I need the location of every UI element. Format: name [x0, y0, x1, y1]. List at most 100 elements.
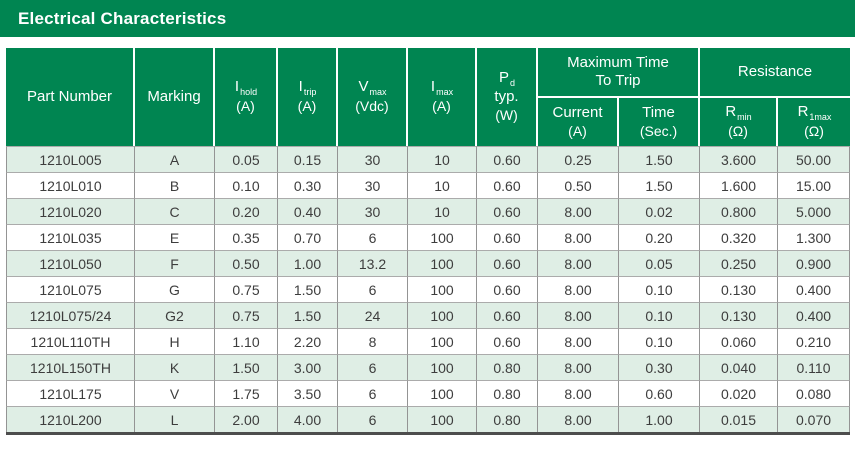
- table-cell: 1.00: [619, 406, 700, 432]
- table-cell: 0.400: [778, 276, 851, 302]
- table-cell: F: [135, 250, 215, 276]
- time-unit: (Sec.): [639, 122, 678, 139]
- i-hold-unit: (A): [236, 98, 255, 114]
- table-cell: 0.800: [700, 198, 778, 224]
- subscript: max: [369, 87, 387, 97]
- table-cell: 0.75: [215, 276, 278, 302]
- table-cell: 8.00: [538, 406, 619, 432]
- table-cell: 100: [408, 250, 477, 276]
- table-cell: 100: [408, 328, 477, 354]
- table-cell: 0.50: [538, 172, 619, 198]
- table-cell: 3.600: [700, 146, 778, 172]
- table-cell: 6: [338, 406, 408, 432]
- table-cell: 30: [338, 198, 408, 224]
- table-cell: 0.35: [215, 224, 278, 250]
- table-cell: K: [135, 354, 215, 380]
- i-max-symbol: Imax: [430, 78, 454, 97]
- table-cell: 0.25: [538, 146, 619, 172]
- table-cell: A: [135, 146, 215, 172]
- table-cell: 0.70: [278, 224, 338, 250]
- table-cell: 100: [408, 224, 477, 250]
- table-cell: 1.50: [619, 146, 700, 172]
- table-cell: 8.00: [538, 354, 619, 380]
- col-header-i-max: Imax (A): [408, 48, 477, 146]
- section-title-bar: Electrical Characteristics: [0, 0, 855, 37]
- table-cell: 1.300: [778, 224, 851, 250]
- table-cell: 0.20: [215, 198, 278, 224]
- table-cell: B: [135, 172, 215, 198]
- table-cell: 1210L075/24: [6, 302, 135, 328]
- v-max-symbol: Vmax: [358, 78, 387, 97]
- col-header-v-max: Vmax (Vdc): [338, 48, 408, 146]
- time-label: Time: [642, 103, 675, 121]
- table-cell: 1.75: [215, 380, 278, 406]
- max-time-line2: To Trip: [595, 72, 641, 89]
- subscript: hold: [240, 87, 258, 97]
- max-time-line1: Maximum Time: [567, 54, 669, 71]
- table-row: 1210L035 E 0.35 0.70 6 100 0.60 8.00 0.20 0.320 1.…: [6, 224, 851, 250]
- table-cell: H: [135, 328, 215, 354]
- i-trip-symbol: Itrip: [298, 78, 317, 97]
- table-row: 1210L050 F 0.50 1.00 13.2 100 0.60 8.00 0.05 0.25…: [6, 250, 851, 276]
- table-cell: 24: [338, 302, 408, 328]
- table-cell: 0.250: [700, 250, 778, 276]
- group-header-resistance: Resistance: [700, 48, 851, 98]
- section-title: Electrical Characteristics: [18, 8, 227, 28]
- table-row: 1210L005 A 0.05 0.15 30 10 0.60 0.25 1.50 3.600 50…: [6, 146, 851, 172]
- table-cell: 0.60: [477, 146, 538, 172]
- table-cell: 0.210: [778, 328, 851, 354]
- table-cell: 8.00: [538, 302, 619, 328]
- table-cell: 8.00: [538, 224, 619, 250]
- table-cell: 0.10: [619, 328, 700, 354]
- table-cell: C: [135, 198, 215, 224]
- table-cell: 0.15: [278, 146, 338, 172]
- i-trip-unit: (A): [297, 98, 317, 114]
- table-cell: 0.60: [477, 276, 538, 302]
- table-cell: 0.80: [477, 380, 538, 406]
- table-cell: 6: [338, 276, 408, 302]
- table-cell: 6: [338, 380, 408, 406]
- table-cell: 0.320: [700, 224, 778, 250]
- header-row-bottom: Current (A) Time (Sec.) Rmin (Ω) R1max (…: [6, 98, 851, 146]
- table-cell: 1210L200: [6, 406, 135, 432]
- table-cell: 0.070: [778, 406, 851, 432]
- table-row: 1210L175 V 1.75 3.50 6 100 0.80 8.00 0.60 0.020 0.…: [6, 380, 851, 406]
- table-row: 1210L020 C 0.20 0.40 30 10 0.60 8.00 0.02 0.800 5.…: [6, 198, 851, 224]
- table-cell: 0.02: [619, 198, 700, 224]
- table-cell: 100: [408, 302, 477, 328]
- table-cell: G2: [135, 302, 215, 328]
- table-cell: 1.600: [700, 172, 778, 198]
- table-cell: 0.80: [477, 354, 538, 380]
- table-row: 1210L075 G 0.75 1.50 6 100 0.60 8.00 0.10 0.130 0.…: [6, 276, 851, 302]
- table-cell: 1.00: [278, 250, 338, 276]
- table-cell: 100: [408, 406, 477, 432]
- table-cell: 0.130: [700, 276, 778, 302]
- table-row: 1210L075/24 G2 0.75 1.50 24 100 0.60 8.00 0.10 0.…: [6, 302, 851, 328]
- table-cell: 0.900: [778, 250, 851, 276]
- col-header-i-hold: Ihold (A): [215, 48, 278, 146]
- table-cell: 8.00: [538, 198, 619, 224]
- table-cell: 1210L005: [6, 146, 135, 172]
- table-cell: 0.75: [215, 302, 278, 328]
- r-min-unit: (Ω): [728, 123, 748, 139]
- table-cell: 10: [408, 146, 477, 172]
- table-cell: 0.05: [215, 146, 278, 172]
- table-cell: 8.00: [538, 328, 619, 354]
- table-cell: 0.60: [477, 302, 538, 328]
- table-cell: 0.080: [778, 380, 851, 406]
- table-cell: L: [135, 406, 215, 432]
- table-cell: 100: [408, 276, 477, 302]
- table-cell: 30: [338, 146, 408, 172]
- table-cell: 6: [338, 224, 408, 250]
- table-cell: 0.30: [619, 354, 700, 380]
- r-1max-symbol: R1max: [797, 103, 832, 122]
- col-header-p-d-typ: Pd typ. (W): [477, 48, 538, 146]
- table-cell: 0.110: [778, 354, 851, 380]
- table-row: 1210L150TH K 1.50 3.00 6 100 0.80 8.00 0.30 0.040…: [6, 354, 851, 380]
- table-cell: 4.00: [278, 406, 338, 432]
- table-cell: 6: [338, 354, 408, 380]
- table-cell: 15.00: [778, 172, 851, 198]
- table-cell: 1210L075: [6, 276, 135, 302]
- i-max-unit: (A): [432, 98, 451, 114]
- table-cell: 10: [408, 172, 477, 198]
